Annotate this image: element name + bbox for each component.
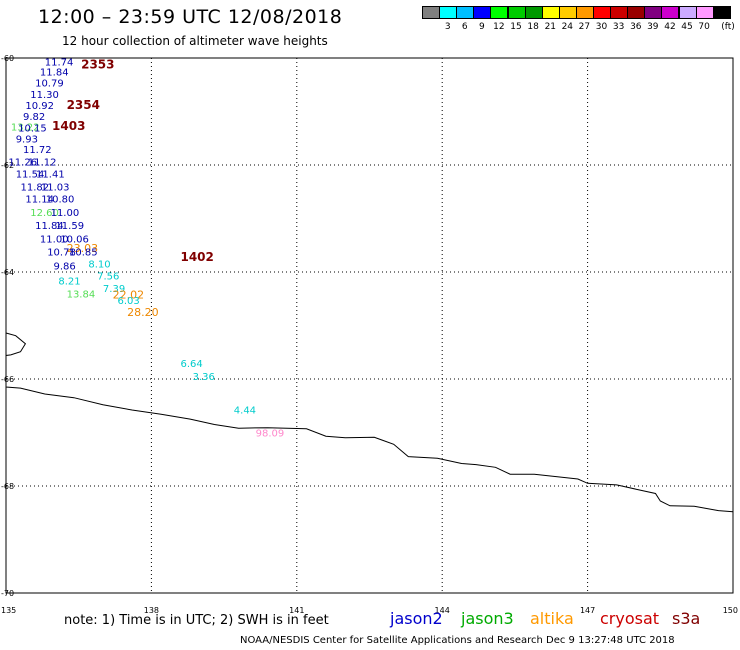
wave-height-value: 8.21 [58, 277, 80, 288]
pass-time-label: 2354 [67, 98, 100, 112]
wave-height-value: 11.84 [40, 67, 69, 78]
wave-height-value: 11.82 [21, 182, 50, 193]
wave-height-value: 8.10 [88, 259, 110, 270]
wave-height-value: 13.22 [11, 122, 40, 133]
latitude-tick-label: -66 [1, 375, 14, 384]
wave-height-value: 9.93 [16, 134, 38, 145]
longitude-tick-label: 141 [289, 606, 304, 615]
wave-height-value: 10.15 [18, 124, 47, 135]
latitude-tick-label: -60 [1, 54, 14, 63]
wave-height-value: 10.92 [25, 101, 54, 112]
color-scale-unit: (ft) [721, 22, 735, 32]
color-scale-label: 21 [544, 22, 557, 32]
color-scale-label: 24 [561, 22, 574, 32]
color-scale-label: 15 [510, 22, 522, 32]
color-scale-label: 70 [698, 22, 710, 32]
color-scale-label: 3 [444, 22, 451, 32]
color-scale-label: 30 [595, 22, 608, 32]
wave-height-value: 10.06 [60, 234, 89, 245]
color-scale-label: 45 [681, 22, 693, 32]
latitude-tick-label: -68 [1, 482, 14, 491]
longitude-tick-label: 147 [580, 606, 595, 615]
wave-height-value: 11.84 [35, 221, 64, 232]
satellite-legend-cryosat: cryosat [600, 609, 660, 628]
graticule [6, 58, 733, 593]
wave-height-value: 7.39 [103, 284, 125, 295]
wave-height-value: 3.36 [193, 372, 215, 383]
wave-height-value: 11.30 [30, 90, 59, 101]
wave-height-value: 28.20 [127, 306, 158, 319]
color-scale-swatch [712, 6, 731, 19]
wave-height-value: 98.09 [256, 429, 285, 440]
color-scale-label: 33 [612, 22, 625, 32]
wave-height-value: 9.86 [53, 262, 75, 273]
satellite-legend-s3a: s3a [672, 609, 701, 628]
wave-height-value: 11.54 [16, 170, 45, 181]
footer-credit: NOAA/NESDIS Center for Satellite Applica… [240, 635, 675, 646]
wave-height-value: 11.00 [51, 208, 80, 219]
latitude-tick-label: -64 [1, 268, 14, 277]
wave-height-value: 11.74 [45, 58, 74, 69]
wave-height-value: 23.03 [67, 242, 99, 255]
wave-height-value: 10.80 [46, 195, 75, 206]
chart-title: 12:00 – 23:59 UTC 12/08/2018 [38, 6, 343, 28]
longitude-tick-label: 135 [1, 606, 16, 615]
wave-height-value: 11.41 [36, 170, 65, 181]
wave-height-value: 9.82 [23, 112, 45, 123]
wave-height-value: 11.72 [23, 145, 52, 156]
color-scale-label: 36 [630, 22, 642, 32]
satellite-legend-jason3: jason3 [461, 609, 514, 628]
wave-height-value: 11.00 [40, 234, 69, 245]
longitude-tick-label: 138 [144, 606, 159, 615]
wave-height-value: 12.60 [30, 208, 59, 219]
satellite-legend-jason2: jason2 [390, 609, 443, 628]
wave-height-value: 13.84 [67, 289, 96, 300]
pass-time-label: 1402 [180, 250, 213, 264]
latitude-tick-label: -70 [1, 589, 14, 598]
longitude-tick-label: 144 [435, 606, 450, 615]
footer-note: note: 1) Time is in UTC; 2) SWH is in fe… [64, 613, 329, 628]
wave-height-value: 6.03 [117, 296, 139, 307]
wave-height-value: 11.03 [41, 182, 70, 193]
chart-subtitle: 12 hour collection of altimeter wave hei… [62, 34, 328, 48]
longitude-tick-label: 150 [723, 606, 738, 615]
color-scale-label: 12 [493, 22, 505, 32]
color-scale-label: 42 [664, 22, 676, 32]
wave-height-value: 11.26 [8, 157, 37, 168]
color-scale-label: 27 [578, 22, 591, 32]
wave-height-value: 11.59 [55, 221, 84, 232]
map-frame [5, 57, 734, 594]
color-scale-label: 9 [479, 22, 485, 32]
color-scale-label: 39 [647, 22, 659, 32]
color-scale-label: 6 [461, 22, 468, 32]
wave-height-value: 11.14 [25, 195, 54, 206]
pass-time-label: 2353 [81, 57, 114, 71]
pass-time-label: 1403 [52, 119, 85, 133]
latitude-tick-label: -62 [1, 161, 14, 170]
wave-height-value: 22.02 [113, 288, 145, 301]
wave-height-value: 10.78 [47, 248, 76, 259]
wave-height-value: 6.64 [180, 359, 202, 370]
satellite-legend-altika: altika [530, 609, 574, 628]
color-scale-label: 18 [527, 22, 539, 32]
wave-height-value: 11.12 [28, 157, 57, 168]
wave-height-value: 10.79 [35, 79, 64, 90]
wave-height-value: 4.44 [234, 405, 256, 416]
wave-height-value: 7.56 [97, 272, 119, 283]
wave-height-value: 10.85 [69, 248, 98, 259]
antarctic-coastline [5, 332, 734, 513]
